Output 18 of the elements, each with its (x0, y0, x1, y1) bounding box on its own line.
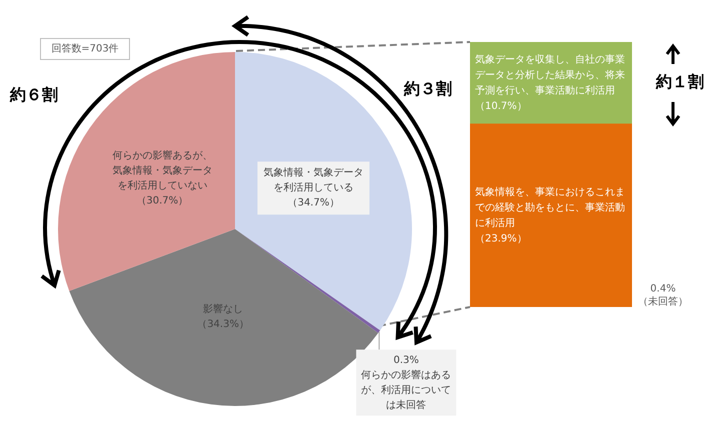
slice-label: 影響なし (203, 302, 244, 315)
text: 回答数=703件 (51, 42, 119, 55)
text: 0.4% (650, 284, 676, 295)
slice-label: 何らかの影響あるが、気象情報・気象データを利活用していない (112, 150, 212, 192)
data-label: （30.7%） (136, 196, 188, 207)
data-label: （23.9%） (475, 233, 527, 244)
data-label: （34.7%） (288, 198, 340, 209)
text: （未回答） (638, 296, 688, 308)
series-label: 気象データを収集し、自社の事業データと分析した結果から、将来予測を行い、事業活動に利活用 (475, 53, 625, 96)
data-label: （34.3%） (197, 318, 249, 330)
text: 約１割 (655, 72, 704, 92)
series-label: 気象情報を、事業におけるこれまでの経験と勘をもとに、事業活動に利活用 (475, 186, 625, 229)
slice-label: 何らかの影響はあるが、利活用については未回答 (361, 368, 452, 411)
slice-label: 気象情報・気象データを利活用している (263, 166, 364, 194)
text: 約３割 (403, 79, 452, 98)
data-label: （10.7%） (475, 100, 527, 112)
text: 約６割 (9, 85, 58, 104)
data-label: 0.3% (393, 354, 419, 366)
